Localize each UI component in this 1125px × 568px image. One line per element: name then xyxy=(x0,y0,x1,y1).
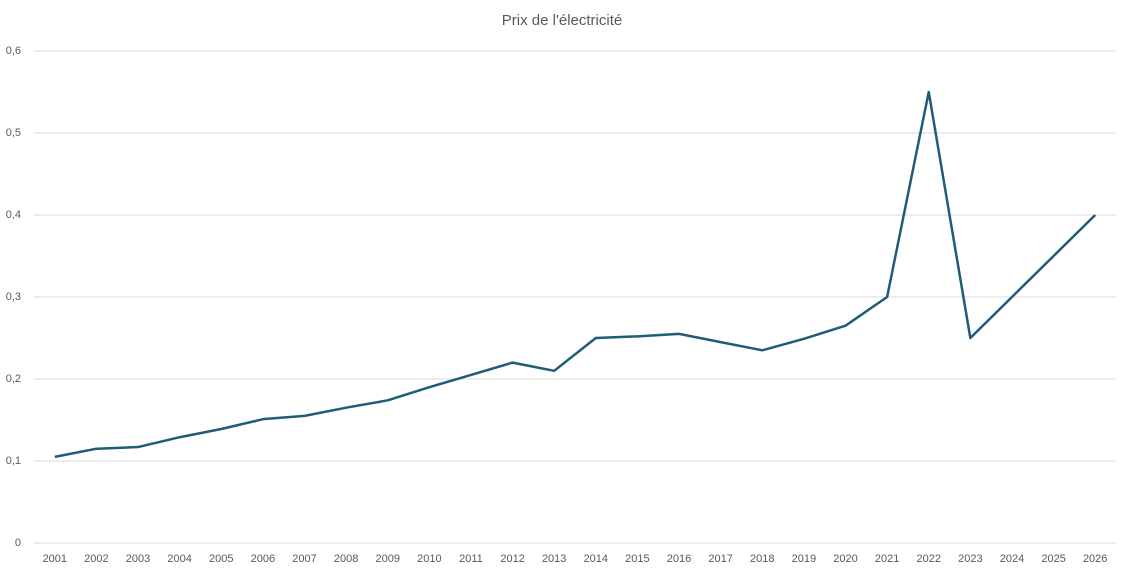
x-tick-label: 2008 xyxy=(334,553,358,565)
x-tick-label: 2009 xyxy=(375,553,399,565)
x-tick-label: 2003 xyxy=(126,553,150,565)
x-tick-label: 2011 xyxy=(459,553,483,565)
x-tick-label: 2016 xyxy=(667,553,691,565)
x-tick-label: 2004 xyxy=(167,553,191,565)
x-tick-label: 2013 xyxy=(542,553,566,565)
x-tick-label: 2019 xyxy=(792,553,816,565)
y-tick-label: 0,1 xyxy=(6,455,21,467)
x-tick-label: 2015 xyxy=(625,553,649,565)
line xyxy=(54,90,1097,459)
y-tick-label: 0,2 xyxy=(6,373,21,385)
y-tick-label: 0 xyxy=(15,537,21,549)
x-tick-label: 2024 xyxy=(1000,553,1024,565)
x-tick-label: 2017 xyxy=(708,553,732,565)
x-tick-label: 2025 xyxy=(1041,553,1065,565)
x-tick-label: 2007 xyxy=(292,553,316,565)
x-tick-label: 2026 xyxy=(1083,553,1107,565)
x-tick-label: 2020 xyxy=(833,553,857,565)
x-tick-label: 2023 xyxy=(958,553,982,565)
y-tick-label: 0,3 xyxy=(6,291,21,303)
x-tick-label: 2006 xyxy=(251,553,275,565)
y-tick-label: 0,6 xyxy=(6,45,21,57)
x-tick-label: 2012 xyxy=(500,553,524,565)
y-tick-label: 0,5 xyxy=(6,127,21,139)
x-tick-label: 2018 xyxy=(750,553,774,565)
chart-title: Prix de l'électricité xyxy=(502,12,622,29)
x-tick-label: 2022 xyxy=(916,553,940,565)
x-tick-label: 2014 xyxy=(584,553,608,565)
x-tick-label: 2002 xyxy=(84,553,108,565)
x-tick-label: 2001 xyxy=(43,553,67,565)
y-tick-label: 0,4 xyxy=(6,209,21,221)
x-tick-label: 2005 xyxy=(209,553,233,565)
x-tick-label: 2021 xyxy=(875,553,899,565)
x-tick-label: 2010 xyxy=(417,553,441,565)
